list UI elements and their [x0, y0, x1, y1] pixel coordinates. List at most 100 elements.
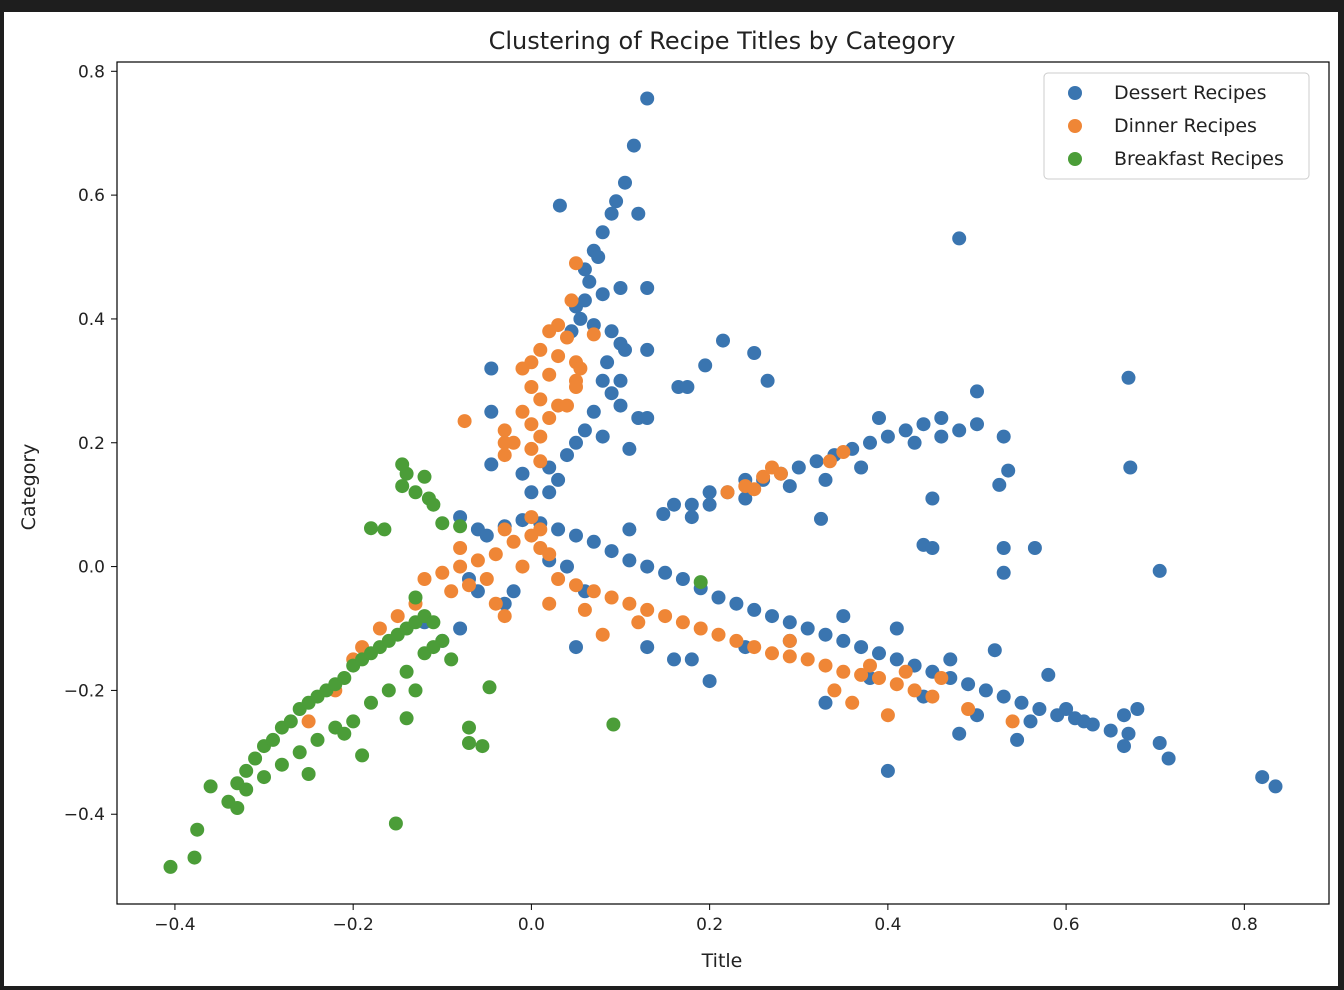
point-series-0-89 [818, 472, 833, 487]
point-series-0-108 [729, 596, 744, 611]
point-series-1-27 [497, 435, 512, 450]
point-series-1-85 [1005, 714, 1020, 729]
point-series-2-0 [163, 859, 178, 874]
point-series-0-104 [658, 565, 673, 580]
point-series-0-130 [1117, 708, 1131, 723]
point-series-2-2 [190, 822, 205, 837]
point-series-1-6 [551, 349, 566, 364]
point-series-0-22 [600, 355, 615, 370]
point-series-0-93 [702, 497, 717, 512]
point-series-0-121 [961, 677, 976, 692]
point-series-0-124 [1014, 695, 1029, 710]
point-series-0-116 [872, 646, 886, 661]
point-series-0-68 [667, 497, 681, 512]
point-series-1-55 [497, 609, 512, 624]
point-series-2-44 [399, 711, 414, 726]
point-series-0-13 [577, 293, 592, 308]
point-series-0-16 [640, 281, 655, 295]
point-series-1-16 [524, 417, 539, 432]
point-series-1-11 [524, 380, 539, 394]
point-series-0-75 [791, 460, 806, 475]
point-series-2-50 [395, 457, 410, 472]
point-series-1-95 [765, 460, 779, 475]
point-series-2-32 [364, 695, 378, 710]
point-series-1-30 [417, 572, 432, 586]
point-series-2-30 [399, 664, 414, 679]
point-series-1-22 [533, 454, 548, 469]
point-series-2-7 [248, 751, 263, 766]
point-series-0-17 [573, 311, 588, 326]
point-series-0-110 [765, 609, 779, 624]
point-series-0-90 [854, 460, 869, 475]
point-series-0-27 [586, 404, 601, 419]
point-series-1-73 [854, 667, 869, 682]
x-tick-label-0: −0.4 [154, 915, 195, 935]
point-series-0-111 [782, 615, 797, 630]
chart-frame: Clustering of Recipe Titles by Category … [4, 12, 1338, 986]
point-series-0-54 [1123, 460, 1138, 475]
point-series-1-84 [961, 702, 976, 716]
point-series-1-28 [560, 398, 574, 413]
point-series-2-17 [337, 671, 352, 685]
point-series-2-58 [417, 469, 432, 484]
point-series-2-51 [395, 479, 410, 494]
legend: Dessert Recipes Dinner Recipes Breakfast… [1043, 72, 1310, 180]
point-series-2-45 [408, 683, 423, 698]
point-series-1-58 [586, 584, 601, 599]
point-series-0-131 [1121, 726, 1136, 741]
point-series-2-3 [203, 779, 218, 794]
point-series-0-44 [484, 457, 499, 472]
point-series-0-132 [1117, 739, 1131, 754]
point-series-1-97 [822, 454, 837, 469]
point-series-0-7 [595, 225, 610, 240]
point-series-1-60 [622, 596, 637, 611]
point-series-0-11 [582, 274, 597, 289]
point-series-0-105 [675, 572, 690, 586]
point-series-2-39 [239, 782, 254, 797]
point-series-1-88 [542, 596, 557, 611]
point-series-0-45 [622, 522, 637, 537]
point-series-0-102 [622, 553, 637, 568]
point-series-0-148 [667, 652, 681, 667]
point-series-0-172 [1130, 702, 1145, 716]
point-series-1-49 [301, 714, 316, 729]
point-series-0-149 [569, 640, 583, 655]
point-series-1-29 [569, 380, 583, 394]
point-series-2-60 [462, 720, 476, 735]
point-series-0-92 [738, 491, 753, 506]
point-series-1-32 [453, 559, 468, 574]
point-series-2-40 [230, 801, 245, 815]
x-tick-label-2: 0.0 [518, 915, 545, 935]
point-series-1-65 [711, 627, 726, 642]
point-series-1-68 [765, 646, 779, 661]
point-series-1-3 [542, 324, 557, 339]
point-series-2-59 [482, 680, 497, 695]
point-series-0-98 [551, 522, 566, 537]
point-series-0-4 [604, 206, 619, 221]
point-series-0-99 [569, 528, 583, 543]
point-series-2-35 [310, 732, 325, 747]
point-series-1-83 [880, 708, 895, 723]
point-series-1-98 [836, 445, 851, 459]
point-series-2-38 [257, 770, 271, 785]
point-series-1-86 [782, 633, 797, 648]
legend-label-dinner: Dinner Recipes [1114, 115, 1257, 137]
point-series-0-37 [515, 466, 530, 481]
x-axis: −0.4 −0.2 0.0 0.2 0.4 0.6 0.8 [154, 904, 1258, 935]
point-series-0-79 [863, 435, 877, 450]
point-series-0-112 [800, 621, 815, 636]
point-series-1-71 [818, 658, 833, 673]
point-series-1-9 [542, 367, 557, 382]
point-series-1-76 [907, 683, 922, 698]
point-series-2-47 [426, 640, 441, 655]
point-series-0-152 [506, 584, 521, 599]
point-series-0-82 [916, 417, 931, 432]
point-series-1-8 [515, 361, 530, 376]
point-series-1-23 [586, 327, 601, 342]
y-tick-label-2: 0.0 [78, 558, 105, 578]
point-series-1-74 [872, 671, 886, 685]
point-series-1-52 [524, 510, 539, 525]
x-tick-label-1: −0.2 [333, 915, 374, 935]
point-series-0-6 [552, 198, 567, 213]
point-series-0-10 [591, 250, 606, 264]
